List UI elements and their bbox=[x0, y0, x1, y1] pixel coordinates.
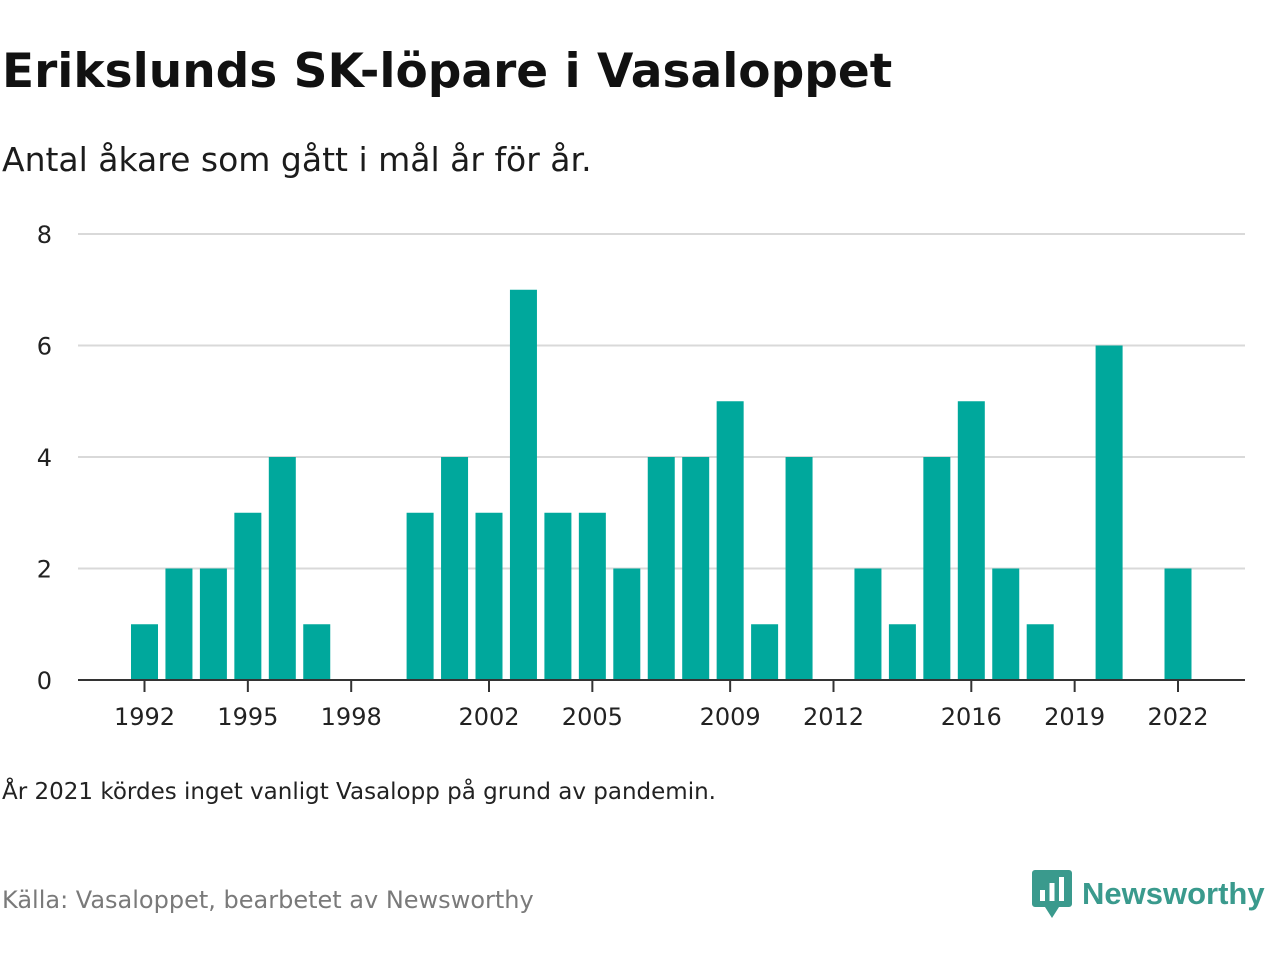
bar-2004 bbox=[544, 512, 572, 680]
bar-2001 bbox=[441, 457, 469, 680]
newsworthy-brand: Newsworthy bbox=[1032, 868, 1265, 920]
bar-2007 bbox=[647, 457, 675, 680]
x-tick-label: 2009 bbox=[700, 703, 761, 731]
bar-2015 bbox=[923, 457, 951, 680]
bar-2002 bbox=[475, 512, 503, 680]
bar-2013 bbox=[854, 568, 882, 680]
y-tick-label: 8 bbox=[37, 221, 52, 249]
y-axis-ticks: 0 2 4 6 8 bbox=[37, 221, 52, 695]
chart-note: År 2021 kördes inget vanligt Vasalopp på… bbox=[2, 779, 716, 805]
newsworthy-logo-icon bbox=[1032, 870, 1072, 918]
y-tick-label: 0 bbox=[37, 667, 52, 695]
bar-2006 bbox=[613, 568, 641, 680]
x-tick-label: 2012 bbox=[803, 703, 864, 731]
x-tick-label: 1995 bbox=[217, 703, 278, 731]
bar-1995 bbox=[234, 512, 262, 680]
x-tick-label: 2019 bbox=[1044, 703, 1105, 731]
source-credit: Källa: Vasaloppet, bearbetet av Newswort… bbox=[2, 886, 534, 914]
bar-1993 bbox=[165, 568, 193, 680]
bar-1992 bbox=[131, 624, 158, 680]
bar-2022 bbox=[1164, 568, 1192, 680]
brand-name: Newsworthy bbox=[1082, 876, 1265, 911]
bar-2005 bbox=[578, 512, 606, 680]
bar-2000 bbox=[406, 512, 434, 680]
y-tick-label: 4 bbox=[37, 444, 52, 472]
bar-2011 bbox=[785, 457, 813, 680]
bar-2008 bbox=[682, 457, 710, 680]
chart-subtitle: Antal åkare som gått i mål år för år. bbox=[2, 140, 592, 179]
y-tick-label: 6 bbox=[37, 333, 52, 361]
chart-title: Erikslunds SK-löpare i Vasaloppet bbox=[2, 44, 893, 99]
bar-2017 bbox=[992, 568, 1020, 680]
x-tick-label: 1992 bbox=[114, 703, 175, 731]
x-axis: 1992 1995 1998 2002 2005 2009 2012 2016 2019 2022 bbox=[78, 679, 1245, 731]
bar-chart: 0 2 4 6 8 1992 1995 1998 2002 2005 2009 2012 2016 20… bbox=[37, 221, 1245, 731]
bar-2010 bbox=[751, 624, 779, 680]
bar-2009 bbox=[716, 401, 744, 680]
bar-1996 bbox=[268, 457, 296, 680]
x-tick-label: 2002 bbox=[458, 703, 519, 731]
bar-2014 bbox=[888, 624, 916, 680]
x-tick-label: 2005 bbox=[562, 703, 623, 731]
bar-1994 bbox=[199, 568, 227, 680]
x-tick-label: 2022 bbox=[1147, 703, 1208, 731]
bar-2020 bbox=[1095, 345, 1123, 680]
bar-2003 bbox=[509, 289, 537, 680]
x-tick-label: 1998 bbox=[321, 703, 382, 731]
bars bbox=[131, 289, 1192, 680]
y-tick-label: 2 bbox=[37, 556, 52, 584]
x-tick-label: 2016 bbox=[941, 703, 1002, 731]
bar-1997 bbox=[303, 624, 331, 680]
bar-2016 bbox=[957, 401, 985, 680]
bar-2018 bbox=[1026, 624, 1054, 680]
